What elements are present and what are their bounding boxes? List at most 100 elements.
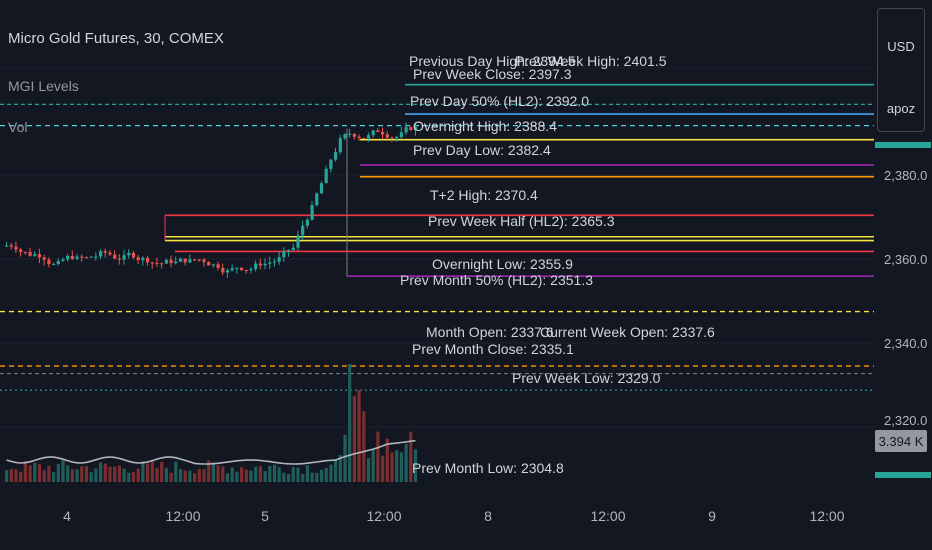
- volume-bar: [385, 438, 389, 482]
- volume-bar: [183, 470, 187, 482]
- volume-bar: [362, 411, 366, 482]
- y-tick-label: 2,360.0: [884, 252, 927, 267]
- volume-bar: [9, 469, 13, 482]
- volume-bar: [178, 469, 183, 482]
- volume-bar: [277, 467, 281, 482]
- candle-body: [225, 270, 230, 273]
- volume-bar: [348, 364, 352, 482]
- candle-body: [376, 130, 380, 132]
- currency-label[interactable]: USD: [887, 39, 915, 54]
- scale-settings-panel[interactable]: USD apoz: [877, 8, 925, 132]
- volume-bar: [376, 431, 380, 482]
- volume-bar: [334, 460, 338, 482]
- volume-bar: [47, 465, 51, 482]
- level-label: Prev Month Low: 2304.8: [412, 460, 564, 476]
- volume-bar: [66, 465, 70, 482]
- x-tick-label: 12:00: [590, 508, 625, 524]
- volume-bar: [254, 466, 258, 482]
- level-label: Previous Day High: 2394.5: [409, 53, 576, 69]
- volume-bar: [413, 449, 418, 482]
- candle-body: [319, 183, 324, 194]
- candle-body: [66, 255, 70, 260]
- volume-bar: [99, 462, 103, 482]
- candle-body: [99, 251, 103, 257]
- candle-body: [258, 263, 262, 266]
- x-tick-label: 4: [63, 508, 71, 524]
- volume-bar: [113, 466, 117, 482]
- candle-body: [202, 259, 206, 263]
- candle-body: [188, 259, 192, 263]
- level-label: Month Open: 2337.6: [426, 324, 554, 340]
- volume-bar: [343, 434, 347, 482]
- candle-body: [310, 205, 314, 220]
- volume-bar: [136, 468, 140, 482]
- candle-body: [221, 267, 225, 273]
- volume-bar: [146, 463, 150, 482]
- candle-body: [150, 262, 154, 264]
- candle-body: [80, 256, 84, 258]
- volume-bar: [127, 472, 131, 482]
- volume-bar: [352, 395, 356, 482]
- candle-body: [14, 246, 18, 250]
- volume-bar: [235, 471, 239, 482]
- indicator-volume[interactable]: Vol: [8, 119, 28, 135]
- candle-body: [282, 251, 286, 258]
- level-label: Prev Week Close: 2397.3: [413, 66, 572, 82]
- volume-bar: [103, 463, 107, 482]
- price-marker: [875, 142, 931, 148]
- candle-body: [268, 262, 272, 264]
- volume-value-badge: [875, 430, 927, 452]
- candle-body: [122, 255, 126, 260]
- volume-group: [5, 364, 418, 482]
- x-tick-label: 12:00: [165, 508, 200, 524]
- volume-bar: [381, 455, 385, 482]
- candle-body: [348, 133, 352, 135]
- candle-body: [343, 134, 347, 139]
- volume-bar: [404, 444, 408, 482]
- candle-body: [366, 135, 371, 139]
- candle-body: [263, 263, 267, 266]
- level-label: Prev Day 50% (HL2): 2392.0: [410, 93, 589, 109]
- candle-body: [174, 261, 178, 264]
- x-tick-label: 12:00: [366, 508, 401, 524]
- volume-bar: [329, 464, 333, 482]
- chart-title[interactable]: Micro Gold Futures, 30, COMEX: [8, 30, 224, 47]
- candle-body: [249, 269, 253, 271]
- candle-body: [75, 256, 79, 259]
- candle-body: [84, 257, 89, 259]
- candle-body: [42, 257, 46, 260]
- volume-bar: [225, 473, 230, 482]
- volume-bar: [272, 464, 277, 482]
- volume-bar: [287, 473, 291, 482]
- level-label: Prev Week High: 2401.5: [515, 53, 667, 69]
- candle-body: [28, 251, 32, 256]
- candle-body: [183, 258, 187, 263]
- volume-bar: [155, 467, 159, 482]
- volume-bar: [310, 472, 314, 482]
- candle-body: [52, 264, 56, 266]
- volume-bar: [42, 470, 46, 482]
- volume-bar: [122, 468, 126, 482]
- candle-body: [409, 127, 413, 131]
- volume-moving-average: [6, 439, 416, 465]
- level-label: Overnight High: 2388.4: [413, 118, 557, 134]
- volume-bar: [70, 469, 74, 482]
- volume-bar: [324, 467, 328, 482]
- indicator-mgi-levels[interactable]: MGI Levels: [8, 78, 79, 94]
- volume-bar: [75, 469, 79, 482]
- candle-body: [272, 261, 277, 263]
- candle-body: [197, 259, 201, 261]
- volume-bar: [19, 471, 23, 482]
- volume-bar: [37, 464, 42, 482]
- volume-bar: [61, 460, 65, 482]
- volume-bar: [188, 470, 192, 482]
- y-tick-label: 2,320.0: [884, 413, 927, 428]
- candle-body: [89, 256, 93, 258]
- candle-body: [193, 259, 197, 261]
- volume-bar: [117, 465, 121, 482]
- x-tick-label: 8: [484, 508, 492, 524]
- candle-body: [244, 270, 248, 272]
- candle-body: [230, 268, 234, 271]
- volume-bar: [23, 461, 27, 482]
